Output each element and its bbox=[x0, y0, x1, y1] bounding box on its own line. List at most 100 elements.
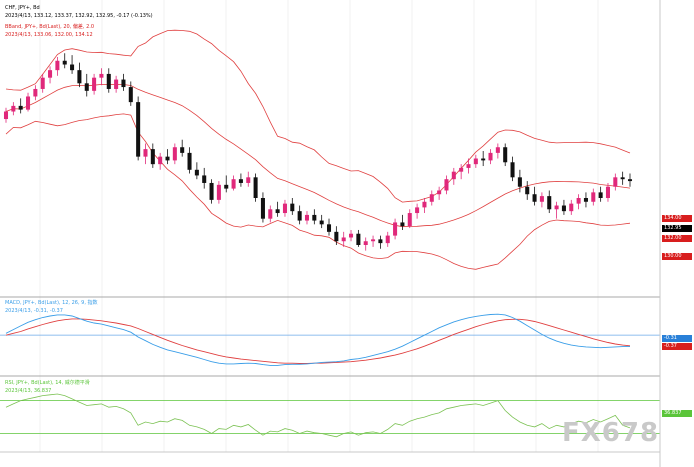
candle-bear bbox=[510, 162, 515, 178]
candle-bull bbox=[40, 77, 45, 89]
candle-bear bbox=[319, 220, 324, 225]
candle-bull bbox=[349, 233, 354, 238]
candle-bull bbox=[282, 203, 287, 214]
candle-bear bbox=[326, 224, 332, 232]
candle-bear bbox=[194, 169, 199, 176]
candle-bear bbox=[77, 70, 82, 84]
candle-bull bbox=[48, 70, 53, 78]
candle-bear bbox=[297, 211, 302, 221]
candle-bear bbox=[378, 239, 383, 244]
candle-bull bbox=[459, 167, 464, 172]
candle-bear bbox=[202, 175, 207, 183]
candle-bull bbox=[11, 105, 16, 112]
candle-bear bbox=[187, 152, 192, 170]
candle-bear bbox=[106, 73, 111, 89]
bband-middle-line bbox=[5, 83, 631, 228]
candle-bear bbox=[224, 184, 229, 189]
candle-bear bbox=[627, 179, 633, 182]
candle-bull bbox=[341, 237, 346, 242]
rsi-label: RSI, JPY+, Bd(Last), 14, 威尔德平滑 bbox=[5, 380, 90, 386]
candle-bull bbox=[495, 147, 500, 153]
candle-bear bbox=[620, 177, 625, 180]
ohlc-readout: 2023/4/13, 133.12, 133.37, 132.92, 132.9… bbox=[5, 13, 153, 19]
candle-bear bbox=[238, 179, 243, 183]
candle-bull bbox=[444, 179, 449, 191]
candle-bear bbox=[70, 64, 75, 71]
candle-bull bbox=[99, 73, 104, 78]
candle-bull bbox=[466, 164, 471, 168]
candle-bull bbox=[363, 241, 368, 245]
candle-bull bbox=[473, 158, 478, 165]
price-tag-last: 132.95 bbox=[662, 225, 692, 232]
candle-bear bbox=[356, 233, 361, 245]
candle-bull bbox=[569, 203, 574, 212]
candle-bear bbox=[84, 83, 89, 91]
candle-bull bbox=[613, 177, 618, 187]
candle-bear bbox=[561, 205, 566, 212]
bband-upper-line bbox=[5, 29, 631, 203]
price-candles bbox=[3, 53, 633, 251]
macd-signal-line bbox=[5, 318, 631, 364]
candle-bull bbox=[92, 77, 97, 91]
candle-bull bbox=[554, 205, 559, 210]
candle-bull bbox=[488, 152, 493, 161]
candle-bull bbox=[216, 184, 221, 200]
candle-bull bbox=[55, 60, 60, 71]
candle-bear bbox=[128, 87, 133, 103]
macd-pane bbox=[0, 313, 660, 366]
candle-bear bbox=[275, 209, 280, 214]
price-tag-lower-band: 130.00 bbox=[662, 253, 692, 260]
candle-bull bbox=[407, 213, 412, 227]
candle-bear bbox=[334, 231, 339, 242]
candle-bear bbox=[209, 182, 214, 200]
candle-bull bbox=[158, 156, 163, 165]
candle-bear bbox=[18, 105, 23, 110]
candle-bear bbox=[503, 147, 508, 163]
candle-bull bbox=[172, 147, 177, 161]
macd-tag-main: -0.31 bbox=[662, 335, 692, 342]
candle-bull bbox=[304, 214, 310, 221]
rsi-values: 2023/4/13, 36.837 bbox=[5, 388, 52, 394]
candle-bear bbox=[165, 156, 170, 161]
fx678-watermark: FX678 bbox=[562, 418, 660, 448]
candle-bull bbox=[451, 171, 456, 180]
candle-bull bbox=[605, 186, 610, 198]
macd-main-line bbox=[5, 313, 630, 366]
candle-bear bbox=[598, 192, 603, 198]
candle-bull bbox=[268, 209, 273, 219]
candle-bear bbox=[290, 203, 295, 212]
candle-bear bbox=[583, 198, 588, 202]
candle-bear bbox=[253, 177, 258, 198]
candle-bull bbox=[33, 88, 38, 97]
candle-bull bbox=[246, 177, 251, 183]
candle-bear bbox=[150, 149, 155, 165]
candle-bull bbox=[415, 207, 420, 214]
candle-bull bbox=[576, 198, 581, 204]
price-tag-upper-band: 134.00 bbox=[662, 215, 692, 222]
candle-bear bbox=[400, 222, 405, 227]
candle-bear bbox=[517, 177, 522, 187]
candle-bull bbox=[539, 196, 544, 202]
bband-lower-line bbox=[5, 113, 631, 270]
candle-bull bbox=[429, 194, 434, 202]
bbands-values: 2023/4/13, 133.06, 132.00, 134.12 bbox=[5, 32, 93, 38]
candle-bear bbox=[62, 60, 67, 65]
candle-bull bbox=[422, 201, 427, 208]
candle-bear bbox=[260, 198, 265, 219]
macd-label: MACD, JPY+, Bd(Last), 12, 26, 9, 指数 bbox=[5, 300, 98, 306]
rsi-pane bbox=[0, 393, 660, 438]
candle-bull bbox=[437, 190, 442, 195]
bbands-label: BBand, JPY+, Bd(Last), 20, 偏差, 2.0 bbox=[5, 24, 95, 30]
candle-bull bbox=[591, 192, 596, 202]
price-tag-mid-band: 132.00 bbox=[662, 235, 692, 242]
candle-bear bbox=[136, 102, 141, 157]
macd-tag-signal: -0.37 bbox=[662, 343, 692, 350]
candle-bull bbox=[3, 111, 9, 120]
candle-bull bbox=[114, 79, 119, 89]
candle-bull bbox=[385, 235, 390, 244]
candle-bear bbox=[312, 214, 317, 221]
candle-bear bbox=[121, 79, 126, 88]
candle-bull bbox=[231, 179, 236, 189]
rsi-line bbox=[5, 393, 631, 438]
